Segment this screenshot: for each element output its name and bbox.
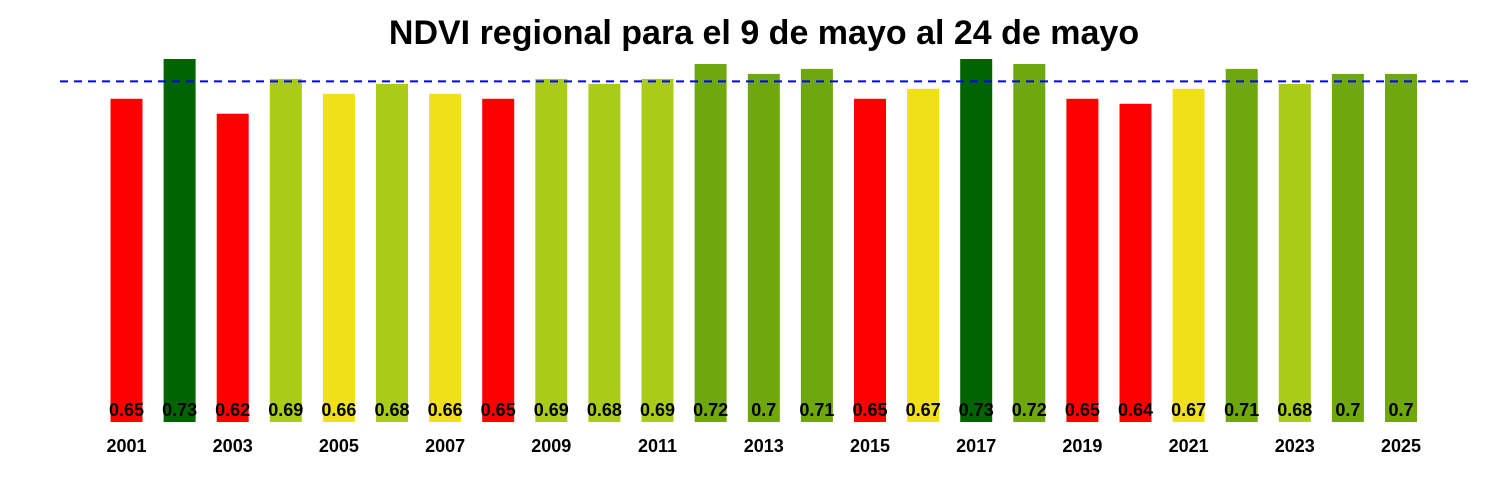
- value-label-2023: 0.68: [1277, 400, 1312, 420]
- value-label-2022: 0.71: [1224, 400, 1259, 420]
- x-tick-label-2013: 2013: [744, 436, 784, 456]
- x-tick-label-2015: 2015: [850, 436, 890, 456]
- value-label-2010: 0.68: [587, 400, 622, 420]
- value-label-2013: 0.7: [751, 400, 776, 420]
- value-label-2018: 0.72: [1012, 400, 1047, 420]
- value-label-2012: 0.72: [693, 400, 728, 420]
- value-label-2006: 0.68: [374, 400, 409, 420]
- bar-2024: [1331, 73, 1364, 423]
- value-label-2021: 0.67: [1171, 400, 1206, 420]
- value-label-2025: 0.7: [1388, 400, 1413, 420]
- bar-2015: [854, 98, 886, 423]
- bar-2005: [322, 93, 355, 423]
- x-tick-labels-group: 2001 2003 2005 2007 2009 2011 2013 2015 2017 2019…: [106, 436, 1421, 456]
- value-label-2016: 0.67: [906, 400, 941, 420]
- value-label-2011: 0.69: [640, 400, 675, 420]
- value-label-2005: 0.66: [321, 400, 356, 420]
- value-label-2001: 0.65: [109, 400, 144, 420]
- chart-title: NDVI regional para el 9 de mayo al 24 de…: [389, 14, 1139, 52]
- value-label-2008: 0.65: [481, 400, 516, 420]
- x-tick-label-2021: 2021: [1169, 436, 1209, 456]
- bar-2009: [535, 78, 568, 423]
- value-label-2014: 0.71: [799, 400, 834, 420]
- value-label-2019: 0.65: [1065, 400, 1100, 420]
- bar-2021: [1172, 88, 1205, 423]
- bar-2012: [694, 64, 727, 422]
- bar-2013: [747, 73, 780, 423]
- x-tick-label-2011: 2011: [638, 436, 677, 456]
- x-tick-label-2003: 2003: [213, 436, 253, 456]
- x-tick-label-2017: 2017: [956, 436, 996, 456]
- x-tick-label-2009: 2009: [531, 436, 571, 456]
- bar-2023: [1278, 83, 1311, 423]
- x-tick-label-2025: 2025: [1381, 436, 1421, 456]
- bar-2017: [960, 59, 993, 422]
- value-label-2002: 0.73: [162, 400, 197, 420]
- bar-2018: [1013, 64, 1046, 422]
- x-tick-label-2005: 2005: [319, 436, 359, 456]
- bar-2025: [1385, 73, 1417, 423]
- bar-2002: [163, 59, 196, 422]
- value-label-2024: 0.7: [1335, 400, 1360, 420]
- bar-2006: [376, 83, 408, 423]
- value-label-2007: 0.66: [428, 400, 463, 420]
- bar-2001: [110, 98, 143, 423]
- bars-group: [110, 59, 1417, 423]
- value-label-2003: 0.62: [215, 400, 250, 420]
- bar-2011: [641, 78, 674, 423]
- value-labels-group: 0.65 0.73 0.62 0.69 0.66 0.68 0.66 0.65 0.69 0.68…: [109, 400, 1414, 420]
- x-tick-label-2001: 2001: [106, 436, 146, 456]
- bar-2010: [588, 83, 621, 423]
- bar-2014: [800, 68, 833, 423]
- bar-2019: [1066, 98, 1099, 423]
- value-label-2004: 0.69: [268, 400, 303, 420]
- value-label-2015: 0.65: [852, 400, 887, 420]
- bar-2020: [1119, 103, 1152, 423]
- x-tick-label-2007: 2007: [425, 436, 465, 456]
- value-label-2020: 0.64: [1118, 400, 1153, 420]
- bar-2007: [429, 93, 462, 423]
- bar-2008: [482, 98, 515, 423]
- bar-2004: [269, 78, 302, 423]
- bar-2022: [1225, 68, 1258, 423]
- x-tick-label-2019: 2019: [1062, 436, 1102, 456]
- bar-2016: [907, 88, 940, 423]
- x-tick-label-2023: 2023: [1275, 436, 1315, 456]
- value-label-2009: 0.69: [534, 400, 569, 420]
- bar-2003: [216, 113, 249, 422]
- value-label-2017: 0.73: [959, 400, 994, 420]
